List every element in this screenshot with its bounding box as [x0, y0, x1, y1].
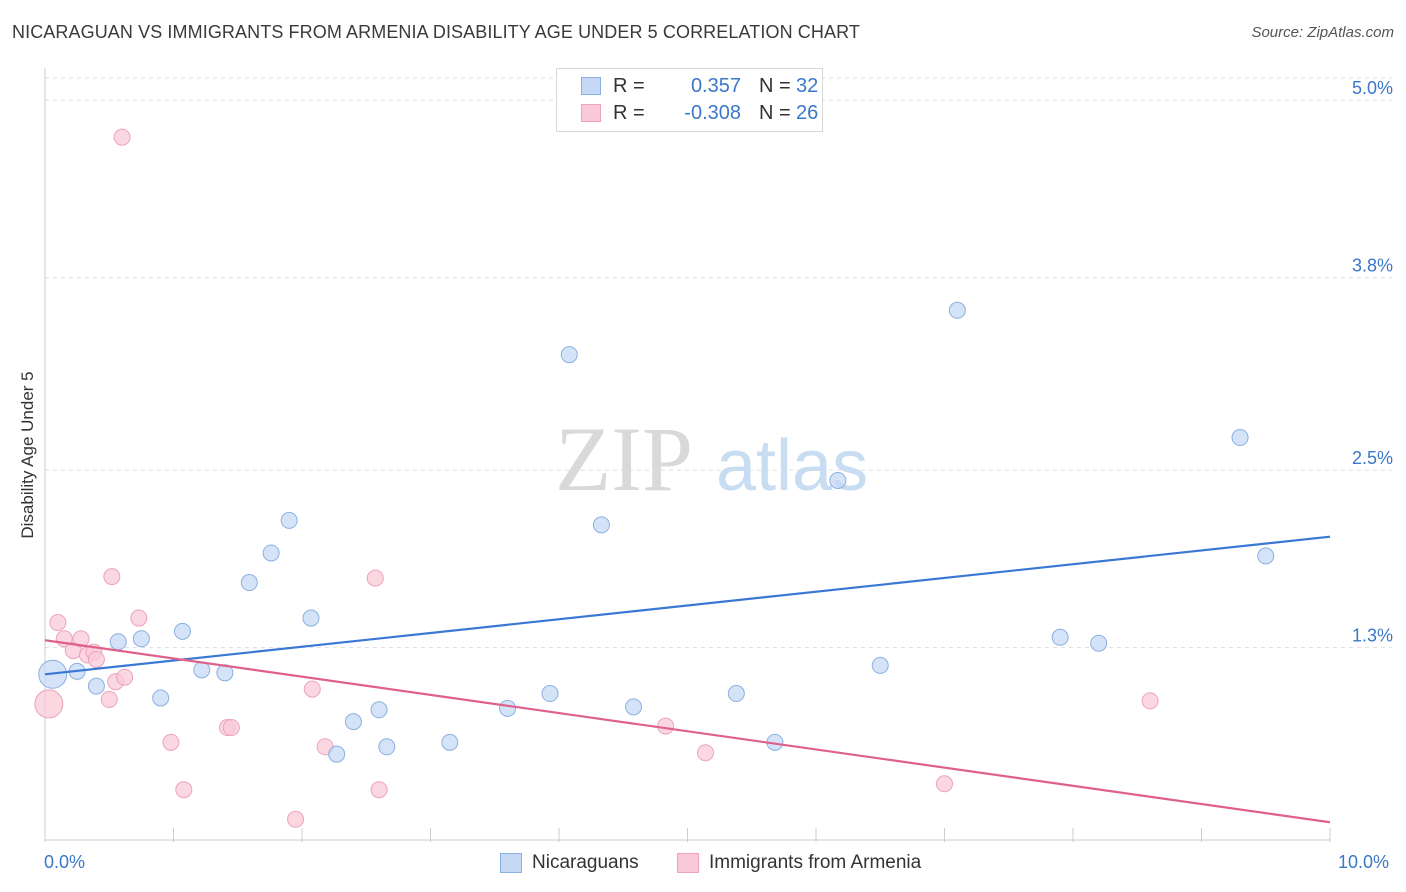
bottom-legend-label: Immigrants from Armenia: [709, 852, 922, 873]
armenia-point: [1141, 692, 1159, 710]
armenia-point: [130, 609, 148, 627]
nicaraguan-point: [560, 346, 578, 364]
series-nicaraguans: [38, 301, 1275, 763]
nicaraguan-point: [1051, 628, 1069, 646]
trendlines: [44, 535, 1331, 824]
nicaraguan-point: [829, 471, 847, 489]
nicaraguan-point: [87, 677, 105, 695]
y-tick-label: 1.3%: [1352, 626, 1393, 646]
nicaraguan-point: [328, 745, 346, 763]
nicaraguan-point: [370, 701, 388, 719]
nicaraguan-point: [302, 609, 320, 627]
watermark-atlas: atlas: [716, 426, 868, 506]
armenia-point: [103, 568, 121, 586]
nicaraguan-point: [109, 633, 127, 651]
legend-r-value: -0.308: [684, 102, 741, 124]
armenia-point: [303, 680, 321, 698]
bottom-legend-swatch-pink: [677, 853, 699, 873]
armenia-point: [116, 668, 134, 686]
bottom-legend-label: Nicaraguans: [532, 852, 639, 873]
armenia-point: [366, 569, 384, 587]
series-immigrants-armenia: [34, 128, 1159, 828]
nicaraguan-point: [1231, 429, 1249, 447]
legend-n-value: 26: [796, 102, 819, 124]
legend-r-label: R =: [613, 102, 645, 124]
nicaraguan-point: [132, 630, 150, 648]
y-axis-label: Disability Age Under 5: [18, 371, 37, 539]
y-tick-label: 3.8%: [1352, 256, 1393, 276]
armenia-point: [696, 744, 714, 762]
x-tick-label-max: 10.0%: [1338, 852, 1390, 872]
armenia-trendline: [44, 639, 1331, 824]
nicaraguan-point: [625, 698, 643, 716]
y-tick-label: 5.0%: [1352, 78, 1393, 98]
correlation-legend: R = 0.357 N = 32 R = -0.308 N = 26: [556, 68, 823, 132]
armenia-point: [87, 650, 105, 668]
y-tick-label: 2.5%: [1352, 448, 1393, 468]
watermark-zip: ZIP: [555, 408, 693, 510]
nicaraguan-point: [152, 689, 170, 707]
armenia-point: [49, 613, 67, 631]
nicaraguan-point: [240, 574, 258, 592]
nicaraguan-point: [280, 511, 298, 529]
armenia-point: [100, 690, 118, 708]
legend-swatch-blue: [581, 77, 601, 95]
armenia-point: [72, 630, 90, 648]
nicaraguan-point: [871, 656, 889, 674]
nicaraguan-point: [727, 685, 745, 703]
armenia-point: [222, 719, 240, 737]
nicaraguan-point: [441, 733, 459, 751]
armenia-point: [657, 717, 675, 735]
nicaraguan-point: [1090, 634, 1108, 652]
legend-n-label: N =: [759, 102, 791, 124]
x-tick-label-min: 0.0%: [44, 852, 86, 872]
armenia-point: [162, 733, 180, 751]
nicaraguan-point: [344, 713, 362, 731]
legend-r-value: 0.357: [690, 75, 741, 97]
nicaraguan-point: [173, 622, 191, 640]
nicaraguan-point: [592, 516, 610, 534]
nicaraguan-point: [541, 685, 559, 703]
nicaraguan-point: [378, 738, 396, 756]
watermark: ZIP atlas: [555, 408, 868, 510]
bottom-legend-swatch-blue: [500, 853, 522, 873]
gridlines: [45, 77, 1392, 649]
nicaraguan-point: [262, 544, 280, 562]
armenia-point: [936, 775, 953, 793]
armenia-point: [113, 128, 131, 146]
nicaraguan-point: [499, 699, 517, 717]
y-tick-labels: 1.3% 2.5% 3.8% 5.0%: [1352, 78, 1393, 645]
nicaraguan-point: [948, 301, 966, 319]
legend-swatch-pink: [581, 104, 601, 122]
nicaraguan-point: [1257, 547, 1275, 565]
nicaraguan-trendline: [44, 535, 1331, 676]
legend-n-label: N =: [759, 75, 791, 97]
source-label: Source: ZipAtlas.com: [1251, 24, 1394, 41]
legend-r-label: R =: [613, 75, 645, 97]
armenia-point: [370, 781, 388, 799]
legend-n-value: 32: [796, 75, 819, 97]
armenia-point: [175, 781, 193, 799]
armenia-point: [287, 810, 305, 828]
chart-title: NICARAGUAN VS IMMIGRANTS FROM ARMENIA DI…: [12, 22, 860, 42]
armenia-point: [34, 689, 64, 719]
